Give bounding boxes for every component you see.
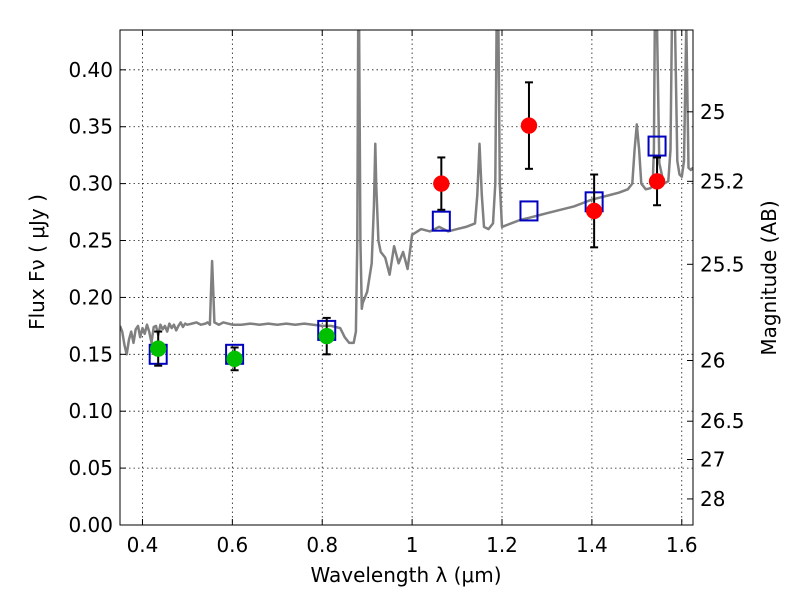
x-tick-label: 1.6 xyxy=(666,533,698,557)
optical-photometry-point xyxy=(149,340,167,357)
model-point xyxy=(519,200,539,222)
optical-photometry-point xyxy=(318,327,335,345)
nir-photometry-point xyxy=(433,175,450,192)
magnitude-tick-label: 26.5 xyxy=(700,409,745,433)
x-tick-label: 1.4 xyxy=(576,533,608,557)
magnitude-tick-label: 25.5 xyxy=(700,252,745,276)
nir-photometry-point xyxy=(585,202,603,220)
nir-photometry-point xyxy=(648,173,666,190)
x-tick-label: 1.2 xyxy=(486,533,518,557)
plot-frame xyxy=(119,29,694,526)
x-axis-ticks: 0.4 0.6 0.8 1 1.2 1.4 1.6 xyxy=(127,30,698,557)
model-point xyxy=(647,135,667,157)
y-tick-label: 0.25 xyxy=(68,229,113,253)
y-tick-label: 0.00 xyxy=(68,513,113,537)
x-tick-label: 0.4 xyxy=(127,533,159,557)
y-tick-label: 0.30 xyxy=(68,172,113,196)
magnitude-axis-title: Magnitude (AB) xyxy=(757,200,781,355)
x-tick-label: 0.6 xyxy=(216,533,248,557)
magnitude-tick-label: 25.2 xyxy=(700,169,745,193)
y-tick-label: 0.10 xyxy=(68,399,113,423)
magnitude-tick-label: 27 xyxy=(700,448,725,472)
y-tick-label: 0.05 xyxy=(68,456,113,480)
model-spectrum-line xyxy=(120,30,693,356)
magnitude-tick-label: 25 xyxy=(700,100,725,124)
data-points xyxy=(148,81,667,372)
nir-photometry-point xyxy=(520,117,538,134)
y-tick-label: 0.15 xyxy=(68,342,113,366)
model-spectrum xyxy=(120,30,693,356)
magnitude-axis-ticks: 25 25.2 25.5 26 26.5 27 28 xyxy=(687,100,745,511)
x-tick-label: 1 xyxy=(406,533,419,557)
model-point xyxy=(431,210,451,232)
grid-lines xyxy=(120,30,693,526)
x-axis-title: Wavelength λ (μm) xyxy=(310,563,501,587)
magnitude-tick-label: 26 xyxy=(700,349,725,373)
y-tick-label: 0.35 xyxy=(68,115,113,139)
x-tick-label: 0.8 xyxy=(306,533,338,557)
y-axis-ticks: 0.00 0.05 0.10 0.15 0.20 0.25 0.30 0.35 0.40 xyxy=(68,58,126,537)
magnitude-tick-label: 28 xyxy=(700,487,725,511)
y-axis-title: Flux Fν ( μJy ) xyxy=(25,194,49,330)
optical-photometry-point xyxy=(226,350,243,368)
y-tick-label: 0.20 xyxy=(68,285,113,309)
y-tick-label: 0.40 xyxy=(68,58,113,82)
